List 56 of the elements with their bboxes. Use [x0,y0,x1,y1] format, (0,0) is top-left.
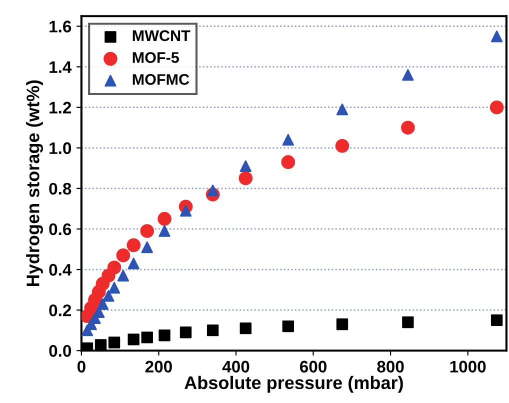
point [402,69,414,81]
point [117,270,130,282]
y-tick-label: 0.4 [49,264,72,276]
y-tick-label: 1.6 [50,20,72,32]
point [116,248,130,262]
point [180,204,192,217]
point [336,318,348,330]
point [158,225,170,237]
point [96,298,109,310]
x-tick-label: 600 [300,360,326,373]
point [490,100,504,114]
point [281,155,296,169]
point [206,184,219,196]
point [490,314,503,326]
point [238,171,253,186]
point [401,120,415,135]
point [141,332,153,344]
y-tick-label: 0.6 [49,223,72,236]
y-tick-label: 0.0 [49,345,72,357]
point [141,241,153,254]
point [158,212,172,226]
x-tick-label: 400 [222,360,250,373]
point [180,326,192,338]
point [108,336,120,348]
x-tick-label: 0 [77,360,86,373]
y-tick-label: 1.4 [50,61,72,73]
point [128,334,140,346]
point [336,104,348,116]
x-tick-label: 1000 [450,360,486,373]
point [126,238,141,252]
point [108,282,120,294]
point [335,138,350,153]
y-axis-title: Hydrogen storage (wt%) [26,80,43,286]
y-tick-label: 1.2 [50,102,72,114]
point [107,260,122,274]
point [102,290,114,302]
point [128,258,140,270]
point [490,30,503,42]
legend-label: MOF-5 [132,52,179,63]
point [240,160,252,172]
legend-label: MOFMC [132,74,190,85]
point [206,324,219,336]
point [140,224,154,238]
y-tick-label: 0.2 [49,304,72,316]
x-tick-label: 800 [377,360,404,373]
y-tick-label: 1.0 [50,142,72,154]
point [94,339,107,351]
x-tick-label: 200 [145,360,172,373]
y-tick-label: 0.8 [49,182,72,195]
point [282,134,294,146]
x-axis-title: Absolute pressure (mbar) [184,376,403,393]
point [282,320,294,332]
legend-label: MWCNT [132,30,190,42]
point [240,322,252,334]
point [158,330,170,342]
point [402,316,414,328]
